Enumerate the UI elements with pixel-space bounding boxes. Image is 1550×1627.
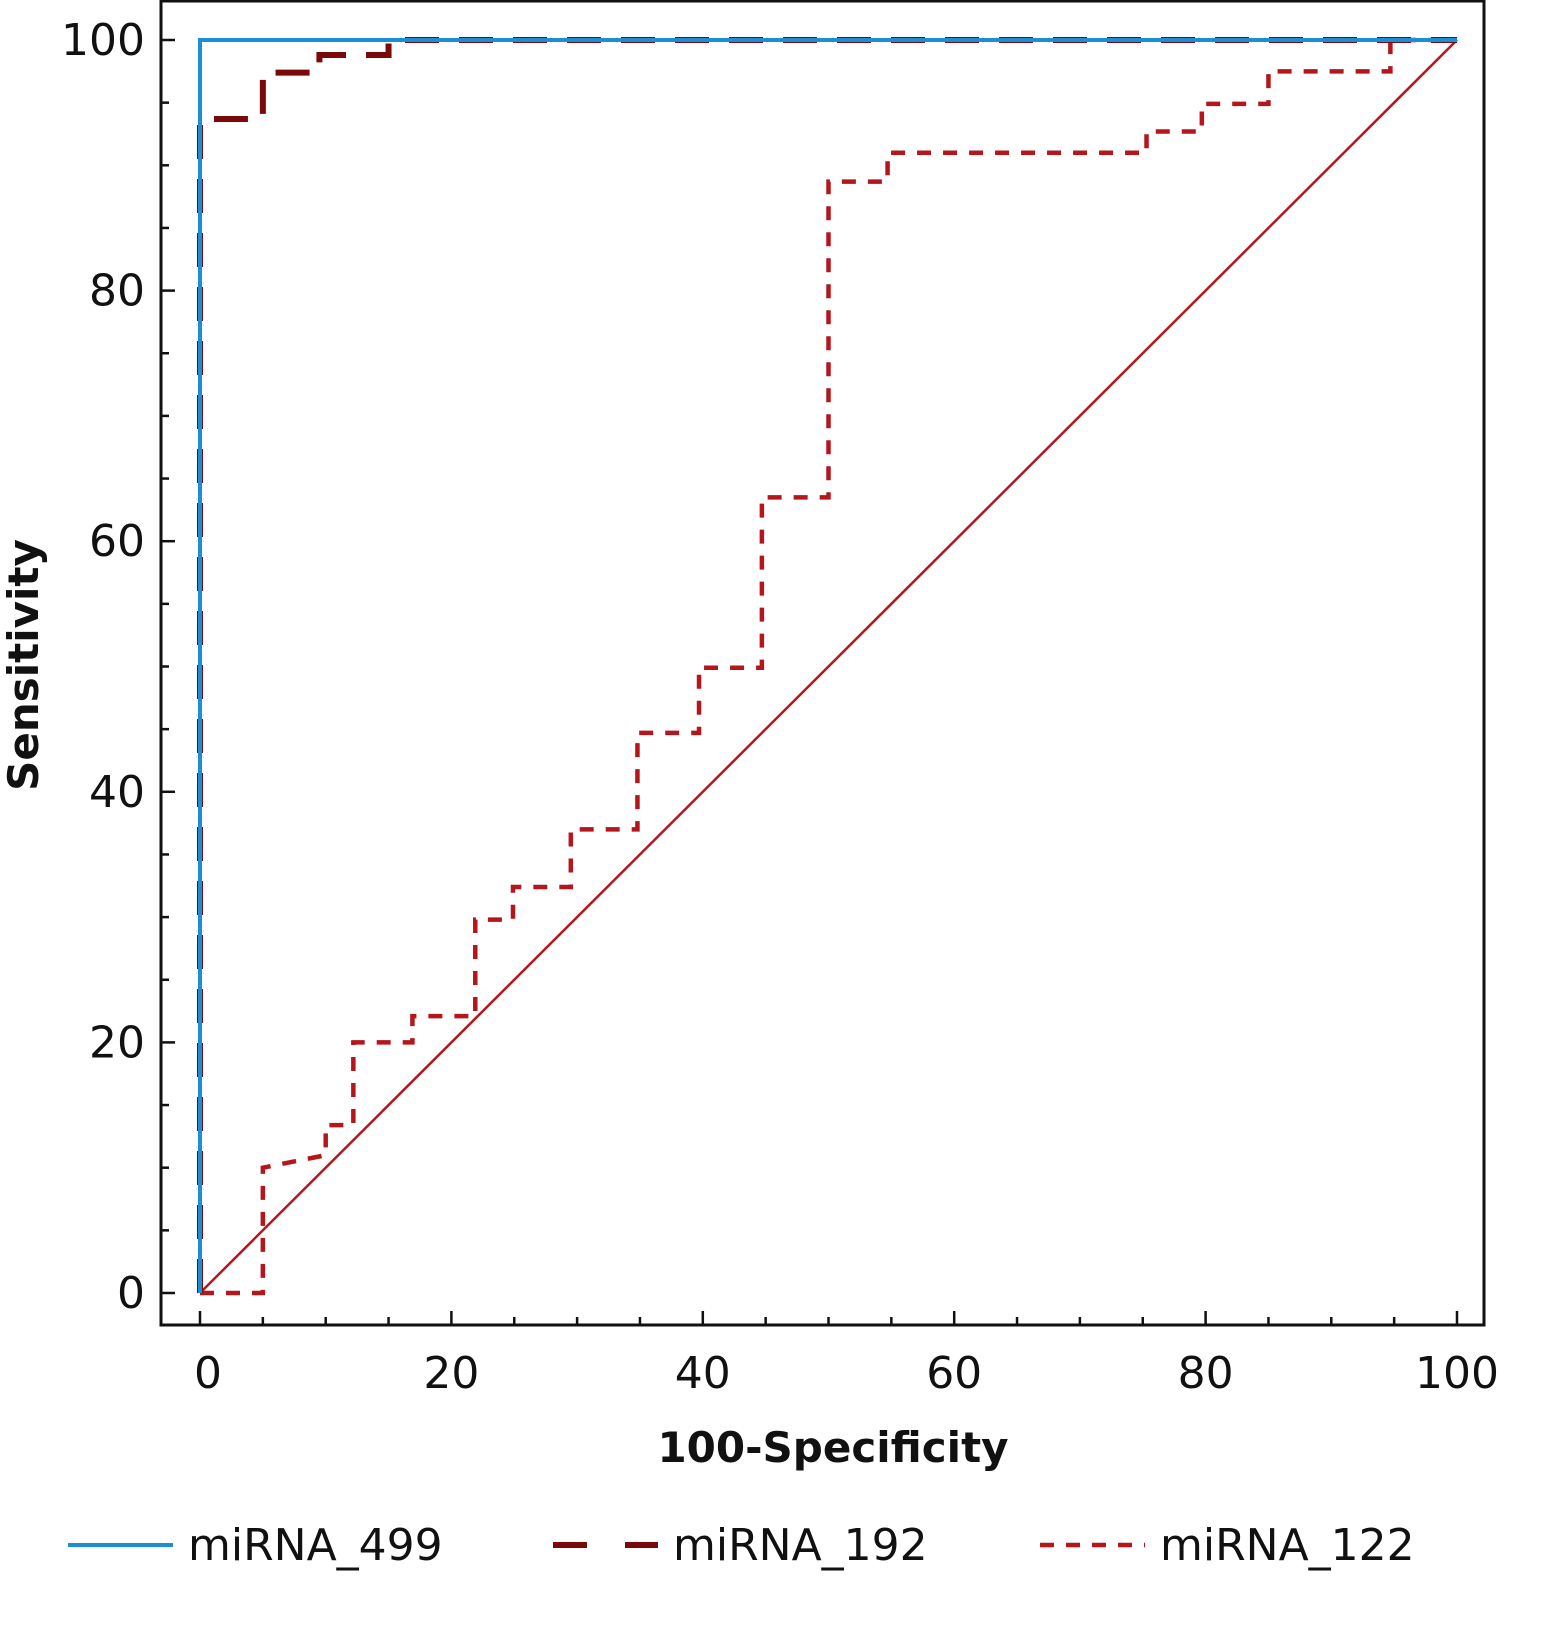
- x-axis-title: 100-Specificity: [657, 1423, 1008, 1472]
- legend-item-miRNA_499: miRNA_499: [68, 1520, 443, 1571]
- ticks-layer: 0 20 40 60 80 100 0 20 40 60 80 100: [61, 15, 1499, 1399]
- y-axis-title: Sensitivity: [0, 539, 48, 791]
- y-tick-label: 40: [89, 767, 145, 818]
- legend-label: miRNA_192: [673, 1520, 928, 1571]
- legend: miRNA_499 miRNA_192 miRNA_122: [68, 1520, 1415, 1571]
- x-tick-label: 0: [194, 1348, 222, 1399]
- legend-label: miRNA_499: [188, 1520, 443, 1571]
- x-tick-label: 100: [1415, 1348, 1499, 1399]
- series-line-miRNA_499: [198, 38, 1457, 1293]
- reference-diagonal-line: [199, 39, 1458, 1294]
- reference-layer: [199, 39, 1458, 1294]
- y-tick-label: 80: [89, 266, 145, 317]
- x-tick-label: 20: [423, 1348, 479, 1399]
- series-line-miRNA_122: [200, 37, 1457, 1296]
- y-tick-label: 60: [89, 516, 145, 567]
- series-line-miRNA_192: [197, 37, 1457, 1293]
- y-tick-label: 100: [61, 15, 145, 66]
- y-tick-label: 20: [89, 1017, 145, 1068]
- plot-frame: [159, 0, 1486, 1327]
- x-tick-label: 60: [926, 1348, 982, 1399]
- x-tick-label: 80: [1178, 1348, 1234, 1399]
- y-tick-label: 0: [117, 1268, 145, 1319]
- series-layer: [197, 37, 1457, 1296]
- x-tick-label: 40: [675, 1348, 731, 1399]
- legend-item-miRNA_122: miRNA_122: [1040, 1520, 1415, 1571]
- legend-item-miRNA_192: miRNA_192: [553, 1520, 928, 1571]
- legend-label: miRNA_122: [1160, 1520, 1415, 1571]
